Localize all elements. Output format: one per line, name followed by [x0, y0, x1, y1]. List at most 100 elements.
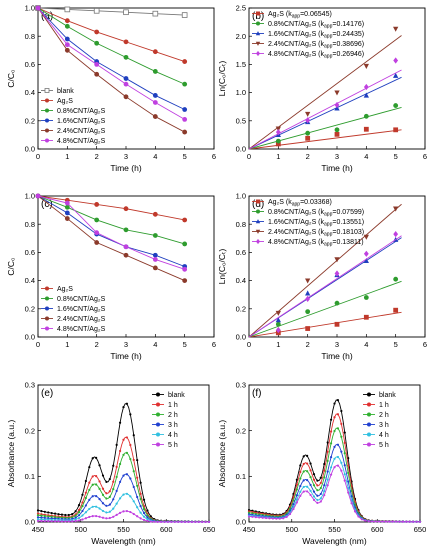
- data-point: [81, 493, 84, 496]
- y-tick-label: 0.6: [25, 60, 35, 69]
- data-point: [326, 470, 329, 473]
- legend-marker: [367, 442, 371, 447]
- x-axis-label: Time (h): [110, 351, 141, 361]
- data-point: [152, 100, 158, 105]
- data-point: [95, 495, 98, 498]
- data-point: [367, 520, 370, 523]
- plot-frame: [248, 384, 421, 523]
- data-point: [394, 520, 398, 523]
- data-point: [77, 519, 81, 522]
- legend: Ag₂S 0.8%CNT/Ag₂S 1.6%CNT/Ag₂S 2.4%CNT/Ag₂S…: [41, 286, 106, 333]
- legend-entry: Ag₂S: [57, 286, 73, 293]
- data-point: [388, 520, 391, 523]
- data-point: [118, 497, 122, 500]
- data-point: [101, 509, 105, 513]
- data-point: [94, 240, 100, 245]
- data-point: [292, 499, 295, 502]
- series-4.8%CNT/Ag₂S: [248, 57, 402, 150]
- y-tick-label: 0.0: [25, 518, 35, 527]
- y-tick-label: 0.3: [236, 381, 246, 390]
- data-point: [152, 265, 158, 271]
- data-point: [122, 405, 125, 409]
- legend-entry: 5 h: [379, 442, 389, 449]
- data-point: [340, 409, 343, 413]
- legend-marker: [255, 219, 261, 224]
- data-point: [343, 473, 346, 476]
- legend-entry: 1 h: [379, 402, 389, 409]
- y-tick-label: 0.0: [236, 518, 246, 527]
- data-point: [84, 479, 87, 483]
- data-point: [182, 59, 188, 64]
- panel-d: 0 1 2 3 4 5 6 0.0 0.2 0.4 0.6 0.8 1.0 Time (h) Ln(C₀/C…: [217, 192, 427, 361]
- data-point: [295, 483, 298, 486]
- data-point: [275, 128, 281, 136]
- data-point: [152, 49, 158, 55]
- y-tick-label: 0.0: [25, 333, 35, 342]
- data-point: [305, 326, 311, 331]
- data-point: [74, 518, 77, 521]
- data-point: [84, 511, 87, 514]
- data-point: [275, 310, 281, 316]
- legend: Ag₂S (kapp=0.03368)0.8%CNT/Ag₂S (kapp=0.…: [252, 199, 364, 248]
- data-point: [47, 511, 50, 514]
- data-point: [132, 500, 135, 503]
- x-tick-label: 4: [364, 340, 368, 349]
- legend-entry: blank: [379, 392, 396, 399]
- data-point: [81, 504, 84, 508]
- data-point: [123, 206, 129, 212]
- panel-label: (c): [41, 199, 53, 210]
- data-point: [265, 516, 268, 520]
- data-point: [112, 498, 115, 501]
- legend-entry: blank: [168, 392, 185, 399]
- data-point: [112, 464, 115, 467]
- data-point: [54, 516, 57, 519]
- data-point: [261, 516, 264, 519]
- data-point: [353, 510, 357, 513]
- data-point: [146, 518, 149, 521]
- data-point: [84, 496, 87, 500]
- data-point: [98, 464, 101, 467]
- data-point: [142, 518, 146, 522]
- data-point: [292, 507, 295, 511]
- data-point: [123, 244, 129, 250]
- data-point: [309, 489, 312, 492]
- data-point: [91, 475, 94, 478]
- series-line: [37, 195, 185, 245]
- y-tick-label: 0.1: [236, 472, 246, 481]
- data-point: [47, 520, 50, 523]
- data-point: [50, 511, 53, 515]
- data-point: [81, 509, 84, 513]
- data-point: [64, 6, 71, 13]
- data-point: [247, 515, 251, 518]
- data-point: [74, 519, 77, 523]
- data-point: [347, 464, 350, 467]
- data-point: [333, 457, 336, 460]
- data-point: [54, 512, 57, 515]
- data-point: [118, 421, 122, 424]
- legend: blank 1 h 2 h 3 h 4 h 5 h: [152, 392, 185, 449]
- series-4.8%CNT/Ag₂S: [35, 5, 188, 122]
- data-point: [129, 477, 132, 480]
- panel-label: (e): [41, 388, 53, 399]
- data-point: [57, 513, 60, 516]
- y-tick-label: 2.5: [236, 4, 246, 13]
- x-tick-label: 6: [423, 340, 427, 349]
- data-point: [305, 135, 311, 141]
- data-point: [295, 501, 298, 504]
- data-point: [343, 452, 346, 455]
- series-line: [37, 7, 185, 120]
- data-point: [132, 470, 135, 473]
- data-point: [302, 479, 305, 482]
- data-point: [108, 495, 111, 498]
- y-tick-label: 1.5: [236, 60, 246, 69]
- y-tick-label: 0.0: [236, 333, 246, 342]
- series-line: [37, 7, 185, 63]
- data-point: [306, 490, 309, 493]
- data-point: [323, 484, 326, 487]
- data-point: [333, 402, 336, 405]
- data-point: [108, 516, 111, 520]
- data-point: [146, 516, 149, 519]
- data-point: [94, 40, 100, 46]
- data-point: [60, 513, 64, 516]
